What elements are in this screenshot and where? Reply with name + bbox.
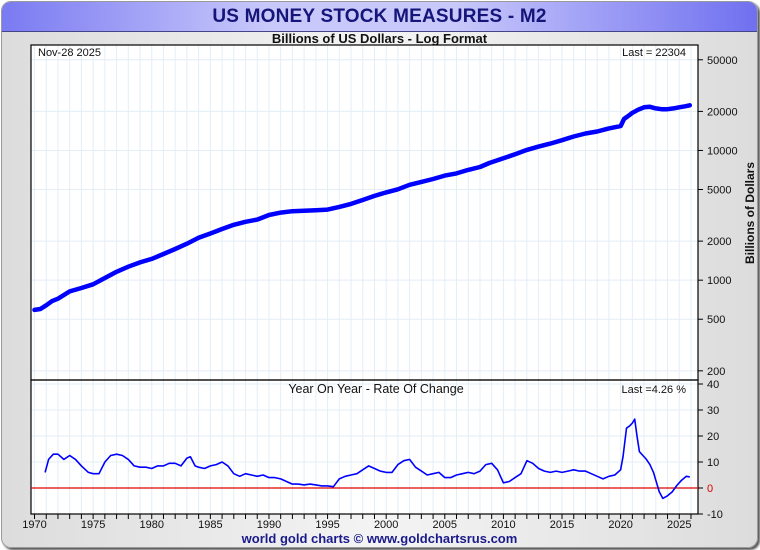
y-tick-label: 200 [707, 366, 725, 378]
plot-background [31, 45, 698, 514]
y-tick-label: 40 [707, 379, 719, 391]
x-tick-label: 2000 [374, 519, 398, 531]
x-tick-label: 2025 [667, 519, 691, 531]
y-tick-label: 5000 [707, 185, 731, 197]
yoy-last-label: Last =4.26 % [621, 384, 686, 396]
y-tick-label: 0 [707, 483, 713, 495]
axes: 200 500 1000 2000 5000 10000 20000 50000 -10 0 10 2… [22, 55, 737, 531]
x-tick-label: 1990 [257, 519, 281, 531]
yoy-panel-title: Year On Year - Rate Of Change [288, 382, 463, 396]
x-tick-label: 2010 [491, 519, 515, 531]
y-tick-label: 20 [707, 431, 719, 443]
x-tick-label: 2020 [608, 519, 632, 531]
chart-title: US MONEY STOCK MEASURES - M2 [212, 6, 547, 27]
bottom-panel [30, 379, 699, 515]
m2-series-line [32, 103, 693, 313]
y-tick-label: 2000 [707, 236, 731, 248]
x-tick-label: 1985 [198, 519, 222, 531]
date-label: Nov-28 2025 [38, 47, 101, 59]
footer-credit[interactable]: world gold charts © www.goldchartsrus.co… [241, 531, 518, 546]
chart-subtitle: Billions of US Dollars - Log Format [271, 31, 488, 46]
y-tick-label: 10000 [707, 145, 738, 157]
grid [31, 45, 698, 515]
x-tick-label: 2005 [433, 519, 457, 531]
y-tick-label: 500 [707, 314, 725, 326]
y-tick-label: 30 [707, 405, 719, 417]
x-tick-label: 1975 [81, 519, 105, 531]
x-tick-label: 2015 [550, 519, 574, 531]
y-tick-label: 50000 [707, 55, 738, 67]
last-label: Last = 22304 [622, 47, 686, 59]
y-tick-label: -10 [707, 509, 723, 521]
x-tick-label: 1980 [139, 519, 163, 531]
y-axis-label: Billions of Dollars [743, 162, 757, 264]
y-tick-label: 1000 [707, 275, 731, 287]
title-bar: US MONEY STOCK MEASURES - M2 [2, 2, 757, 32]
x-tick-label: 1970 [22, 519, 46, 531]
y-tick-label: 20000 [707, 106, 738, 118]
y-tick-label: 10 [707, 457, 719, 469]
x-tick-label: 1995 [315, 519, 339, 531]
yoy-series-line [44, 418, 690, 500]
